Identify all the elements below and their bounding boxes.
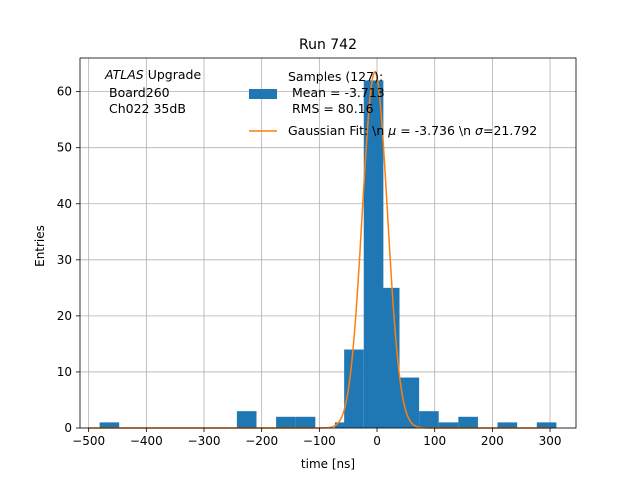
annotation-line-1: ATLAS Upgrade (104, 67, 201, 82)
histogram-bar (344, 349, 364, 428)
axes-frame (79, 57, 577, 429)
legend-hist-swatch (249, 89, 277, 99)
histogram-bar (276, 416, 296, 428)
legend-hist-line-1: Samples (127): (288, 69, 383, 84)
histogram-bar (536, 422, 557, 428)
y-axis-label: Entries (33, 225, 47, 267)
y-tick-label: 30 (57, 253, 72, 267)
histogram-bar (458, 416, 478, 428)
histogram-bar (497, 422, 518, 428)
y-tick-label: 60 (57, 85, 72, 99)
annotation-line-3: Ch022 35dB (109, 101, 186, 116)
annotation-line-2: Board260 (109, 85, 170, 100)
fit-label-mid: = -3.736 \n (396, 123, 475, 138)
histogram-bar (295, 416, 316, 428)
legend-hist-line-3: RMS = 80.16 (288, 101, 374, 116)
x-tick-label: −300 (188, 434, 221, 448)
histogram-bar (363, 80, 384, 428)
legend: Samples (127): Mean = -3.713 RMS = 80.16… (249, 69, 537, 138)
fit-label-post: =21.792 (483, 123, 537, 138)
x-tick-label: −200 (245, 434, 278, 448)
y-tick-label: 10 (57, 365, 72, 379)
y-axis-ticks: 0 10 20 30 40 50 60 (57, 85, 80, 435)
histogram-bar (236, 411, 257, 428)
chart-title: Run 742 (299, 37, 357, 53)
x-tick-label: 300 (539, 434, 562, 448)
fit-label-mu: μ (387, 123, 396, 138)
x-tick-label: −400 (130, 434, 163, 448)
y-tick-label: 40 (57, 197, 72, 211)
upgrade-label: Upgrade (144, 67, 202, 82)
x-tick-label: 0 (373, 434, 381, 448)
fit-label-pre: Gaussian Fit: \n (288, 123, 388, 138)
y-tick-label: 50 (57, 141, 72, 155)
legend-hist-line-2: Mean = -3.713 (288, 85, 385, 100)
atlas-label: ATLAS (104, 67, 144, 82)
histogram-bar (438, 422, 459, 428)
y-tick-label: 0 (64, 421, 72, 435)
annotation-box: ATLAS Upgrade Board260 Ch022 35dB (104, 67, 201, 116)
histogram-bar (99, 422, 120, 428)
x-tick-label: −500 (72, 434, 105, 448)
histogram-bar (399, 377, 420, 428)
x-tick-label: 200 (481, 434, 504, 448)
x-axis-ticks: −500 −400 −300 −200 −100 0 100 200 300 (72, 428, 561, 448)
legend-fit-label: Gaussian Fit: \n μ = -3.736 \n σ=21.792 (288, 123, 537, 138)
histogram-bar (379, 287, 400, 428)
x-axis-label: time [ns] (301, 457, 355, 471)
x-tick-label: −100 (303, 434, 336, 448)
x-tick-label: 100 (423, 434, 446, 448)
histogram-bar (419, 411, 439, 428)
fit-label-sigma: σ (475, 123, 484, 138)
y-tick-label: 20 (57, 309, 72, 323)
